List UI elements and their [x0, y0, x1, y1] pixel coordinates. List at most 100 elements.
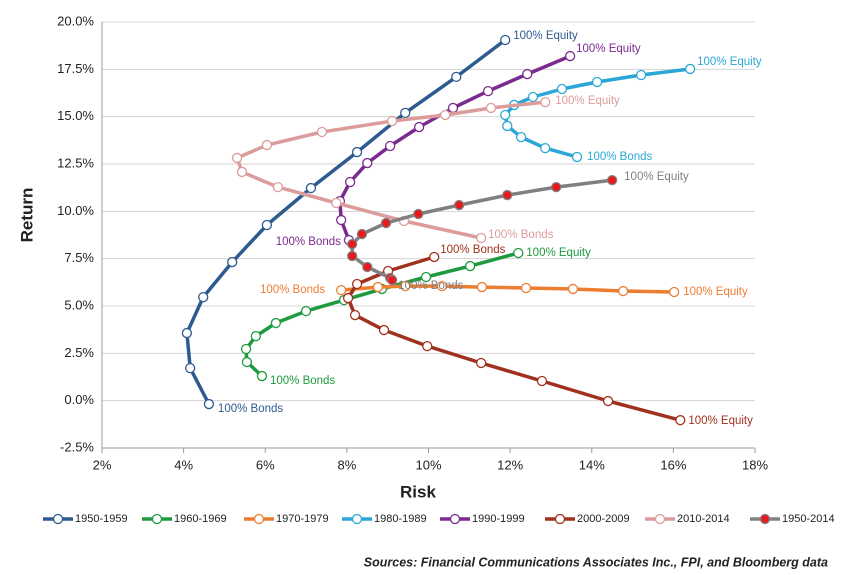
data-point: [607, 174, 618, 186]
data-point: [422, 340, 433, 352]
data-point: [540, 142, 551, 154]
y-tick-label: 10.0%: [57, 203, 94, 218]
series-line: [235, 100, 546, 240]
x-tick-label: 6%: [256, 457, 275, 472]
data-point: [356, 228, 368, 240]
annotation: 100% Equity: [526, 247, 591, 259]
data-point: [502, 189, 513, 201]
data-point: [522, 68, 533, 80]
data-point: [351, 146, 363, 158]
legend-label: 1990-1999: [472, 513, 525, 525]
data-point: [362, 157, 373, 169]
annotation: 100% Bonds: [398, 280, 463, 292]
data-point: [378, 324, 390, 336]
data-point: [436, 280, 448, 292]
legend-marker: [449, 513, 461, 525]
annotation: 100% Bonds: [218, 403, 283, 415]
data-point: [300, 305, 312, 317]
annotation: 100% Equity: [576, 43, 641, 55]
legend-label: 2000-2009: [577, 513, 630, 525]
data-point: [181, 327, 193, 339]
data-point: [520, 282, 532, 294]
data-point: [185, 362, 196, 374]
data-point: [270, 317, 282, 329]
data-point: [250, 330, 262, 342]
data-point: [227, 256, 238, 268]
data-point: [336, 214, 347, 226]
x-tick-label: 2%: [93, 457, 112, 472]
data-point: [451, 71, 462, 83]
data-point: [384, 140, 396, 152]
data-point: [331, 197, 342, 209]
legend-label: 2010-2014: [677, 513, 730, 525]
legend-label: 1970-1979: [276, 513, 329, 525]
data-point: [591, 76, 603, 88]
data-point: [551, 181, 562, 193]
y-tick-label: 0.0%: [64, 392, 94, 407]
data-point: [669, 286, 680, 298]
x-tick-label: 18%: [742, 457, 768, 472]
y-axis-label: Return: [17, 188, 36, 243]
y-tick-label: 20.0%: [57, 13, 94, 28]
y-tick-label: 7.5%: [64, 250, 94, 265]
data-point: [342, 292, 354, 304]
annotation: 100% Bonds: [276, 236, 341, 248]
data-point: [420, 271, 432, 283]
data-point: [336, 284, 347, 296]
legend-marker: [253, 513, 265, 525]
data-point: [387, 274, 398, 286]
y-tick-label: 12.5%: [57, 155, 94, 170]
x-tick-label: 14%: [579, 457, 605, 472]
data-point: [351, 278, 363, 290]
x-tick-label: 12%: [497, 457, 523, 472]
data-point: [400, 280, 411, 292]
data-point: [485, 102, 497, 114]
data-point: [536, 375, 548, 387]
data-point: [261, 139, 273, 151]
data-point: [567, 283, 579, 295]
legend-label: 1950-2014: [782, 513, 835, 525]
source-note: Sources: Financial Communications Associ…: [364, 555, 828, 569]
legend-marker: [759, 513, 771, 525]
data-point: [453, 199, 465, 211]
data-point: [602, 395, 614, 407]
legend-marker: [351, 513, 363, 525]
data-point: [413, 121, 425, 133]
data-point: [447, 102, 459, 114]
data-point: [344, 176, 356, 188]
data-point: [571, 151, 583, 163]
y-tick-label: 5.0%: [64, 297, 94, 312]
x-tick-label: 8%: [337, 457, 356, 472]
annotation: 100% Equity: [513, 30, 578, 42]
data-point: [347, 238, 358, 250]
legend-label: 1960-1969: [174, 513, 227, 525]
x-tick-label: 16%: [660, 457, 686, 472]
legend-marker: [654, 513, 666, 525]
annotation: 100% Bonds: [587, 151, 652, 163]
data-point: [618, 285, 629, 297]
annotation: 100% Bonds: [488, 229, 553, 241]
data-point: [413, 208, 424, 220]
legend-marker: [151, 513, 163, 525]
data-point: [316, 126, 328, 138]
data-point: [241, 356, 253, 368]
data-point: [527, 91, 539, 103]
x-axis-label: Risk: [400, 482, 436, 501]
data-point: [482, 85, 494, 97]
data-point: [372, 281, 384, 293]
y-tick-label: 17.5%: [57, 61, 94, 76]
annotation: 100% Equity: [624, 171, 689, 183]
annotation: 100% Equity: [555, 95, 620, 107]
data-point: [476, 281, 488, 293]
data-point: [500, 109, 511, 121]
data-point: [349, 309, 361, 321]
data-point: [513, 247, 524, 259]
data-point: [305, 182, 317, 194]
data-point: [240, 343, 252, 355]
annotation: 100% Equity: [683, 286, 748, 298]
annotation: 100% Bonds: [270, 375, 335, 387]
legend-marker: [52, 513, 64, 525]
data-point: [362, 261, 373, 273]
data-point: [475, 232, 487, 244]
